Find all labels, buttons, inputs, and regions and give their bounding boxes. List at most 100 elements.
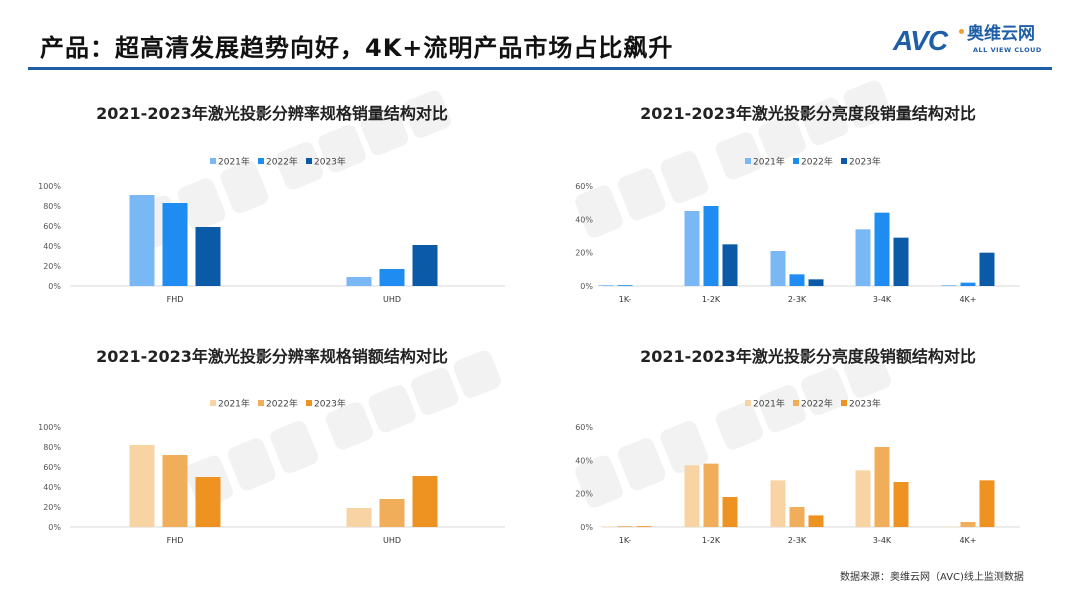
y-tick-label: 40% — [43, 242, 61, 251]
y-tick-label: 40% — [575, 215, 593, 224]
x-tick-label: 3-4K — [873, 295, 892, 304]
legend-swatch — [745, 158, 751, 164]
watermark-glyph — [843, 350, 891, 398]
bar-UHD-2022年 — [379, 269, 405, 286]
bar-3-4K-2021年 — [855, 470, 871, 527]
legend-swatch — [210, 158, 216, 164]
bar-3-4K-2022年 — [874, 447, 890, 527]
bar-1-2K-2022年 — [703, 206, 719, 286]
legend-swatch — [306, 158, 312, 164]
bar-1-2K-2022年 — [703, 463, 719, 527]
bar-2-3K-2021年 — [770, 251, 786, 286]
x-tick-label: 2-3K — [788, 536, 807, 545]
bar-3-4K-2023年 — [893, 482, 909, 527]
bar-2-3K-2022年 — [789, 507, 805, 527]
y-tick-label: 20% — [575, 249, 593, 258]
legend-swatch — [210, 400, 216, 406]
legend-label: 2023年 — [314, 398, 346, 410]
bar-4K+-2021年 — [941, 526, 957, 527]
watermark-logo — [185, 350, 501, 508]
bar-FHD-2021年 — [129, 445, 155, 527]
watermark-glyph — [325, 402, 374, 450]
x-tick-label: 1-2K — [702, 536, 721, 545]
watermark-glyph — [177, 178, 226, 231]
x-tick-label: 3-4K — [873, 536, 892, 545]
watermark-glyph — [660, 421, 709, 474]
chart-title-resolution-volume: 2021-2023年激光投影分辨率规格销量结构对比 — [96, 104, 448, 123]
bar-1K--2022年 — [617, 285, 633, 286]
x-tick-label: 1-2K — [702, 295, 721, 304]
legend-swatch — [841, 400, 847, 406]
watermark-glyph — [411, 367, 459, 416]
logo-dot — [959, 29, 964, 34]
legend-swatch — [841, 158, 847, 164]
bar-3-4K-2021年 — [855, 229, 871, 286]
page-title: 产品：超高清发展趋势向好，4K+流明产品市场占比飙升 — [40, 34, 674, 62]
y-tick-label: 20% — [575, 490, 593, 499]
y-tick-label: 40% — [43, 483, 61, 492]
y-tick-label: 0% — [48, 523, 61, 532]
x-tick-label: 4K+ — [959, 536, 976, 545]
bar-UHD-2022年 — [379, 499, 405, 527]
bar-UHD-2023年 — [412, 476, 438, 527]
y-tick-label: 60% — [43, 463, 61, 472]
bar-3-4K-2022年 — [874, 212, 890, 286]
legend-swatch — [258, 158, 264, 164]
x-tick-label: 4K+ — [959, 295, 976, 304]
logo-en: ALL VIEW CLOUD — [973, 46, 1042, 54]
bar-FHD-2022年 — [162, 455, 188, 527]
bar-FHD-2021年 — [129, 195, 155, 286]
y-tick-label: 60% — [575, 423, 593, 432]
legend-label: 2021年 — [218, 398, 250, 410]
x-tick-label: FHD — [167, 536, 184, 545]
watermark-glyph — [275, 142, 324, 190]
watermark-glyph — [318, 125, 366, 173]
y-tick-label: 80% — [43, 202, 61, 211]
y-tick-label: 60% — [43, 222, 61, 231]
bar-4K+-2023年 — [979, 252, 995, 286]
y-tick-label: 0% — [580, 282, 593, 291]
legend-label: 2023年 — [849, 156, 881, 168]
chart-title-brightness-value: 2021-2023年激光投影分亮度段销额结构对比 — [640, 347, 976, 366]
y-tick-label: 0% — [48, 282, 61, 291]
watermark-glyph — [361, 107, 409, 156]
watermark-glyph — [575, 185, 623, 238]
bar-4K+-2021年 — [941, 285, 957, 286]
watermark-glyph — [575, 455, 623, 508]
legend-label: 2023年 — [849, 398, 881, 410]
bar-2-3K-2022年 — [789, 274, 805, 286]
bar-1-2K-2023年 — [722, 244, 738, 286]
watermark-glyph — [617, 168, 666, 221]
bar-4K+-2022年 — [960, 282, 976, 286]
bar-1-2K-2021年 — [684, 465, 700, 527]
bar-1K--2022年 — [617, 526, 633, 527]
bar-1K--2021年 — [598, 285, 614, 286]
x-tick-label: 2-3K — [788, 295, 807, 304]
bar-1K--2021年 — [598, 526, 614, 527]
bar-2-3K-2023年 — [808, 515, 824, 527]
watermark-glyph — [801, 367, 849, 416]
bar-4K+-2022年 — [960, 522, 976, 527]
legend-swatch — [306, 400, 312, 406]
header-divider — [28, 67, 1052, 70]
bar-UHD-2021年 — [346, 277, 372, 286]
watermark-glyph — [660, 151, 709, 204]
bar-1-2K-2023年 — [722, 497, 738, 527]
x-tick-label: 1K- — [619, 295, 631, 304]
x-tick-label: UHD — [383, 536, 401, 545]
y-tick-label: 20% — [43, 503, 61, 512]
watermark-logo — [575, 350, 891, 508]
bar-2-3K-2023年 — [808, 279, 824, 286]
watermark-glyph — [758, 115, 806, 163]
y-tick-label: 0% — [580, 523, 593, 532]
legend-label: 2021年 — [218, 156, 250, 168]
legend-swatch — [745, 400, 751, 406]
bar-3-4K-2023年 — [893, 237, 909, 286]
bar-FHD-2023年 — [195, 477, 221, 527]
legend-label: 2021年 — [753, 156, 785, 168]
legend-label: 2022年 — [266, 398, 298, 410]
legend-label: 2022年 — [801, 398, 833, 410]
y-tick-label: 100% — [38, 423, 61, 432]
legend-label: 2023年 — [314, 156, 346, 168]
bar-4K+-2023年 — [979, 480, 995, 527]
